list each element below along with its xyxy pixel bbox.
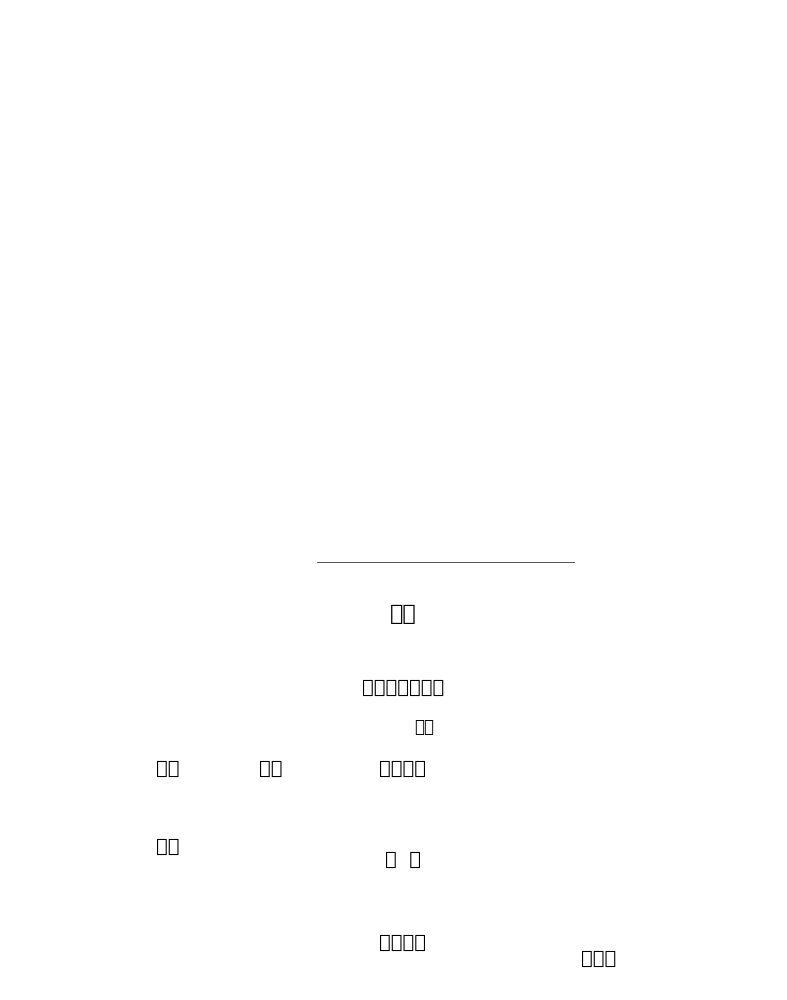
Text: 发酵培养: 发酵培养 <box>379 759 427 778</box>
Bar <box>322 667 484 707</box>
Bar <box>322 839 484 879</box>
Bar <box>322 748 484 789</box>
Text: 菌种: 菌种 <box>390 603 416 624</box>
Bar <box>319 819 575 1000</box>
Ellipse shape <box>548 932 648 985</box>
Bar <box>319 563 575 645</box>
Bar <box>129 748 207 789</box>
Bar <box>129 826 207 866</box>
Bar <box>231 748 309 789</box>
Text: 种子罐扩大培养: 种子罐扩大培养 <box>362 678 444 697</box>
Bar <box>322 923 484 963</box>
Text: 菌体干燥: 菌体干燥 <box>379 933 427 952</box>
Text: 清洗: 清洗 <box>157 836 180 856</box>
Bar <box>326 590 480 637</box>
Text: 分  离: 分 离 <box>385 850 421 869</box>
Text: 灭菌: 灭菌 <box>259 759 283 778</box>
Bar <box>319 819 575 1000</box>
Text: 内包材: 内包材 <box>581 949 616 968</box>
Text: 接种: 接种 <box>415 718 434 736</box>
Text: 配料: 配料 <box>157 759 180 778</box>
